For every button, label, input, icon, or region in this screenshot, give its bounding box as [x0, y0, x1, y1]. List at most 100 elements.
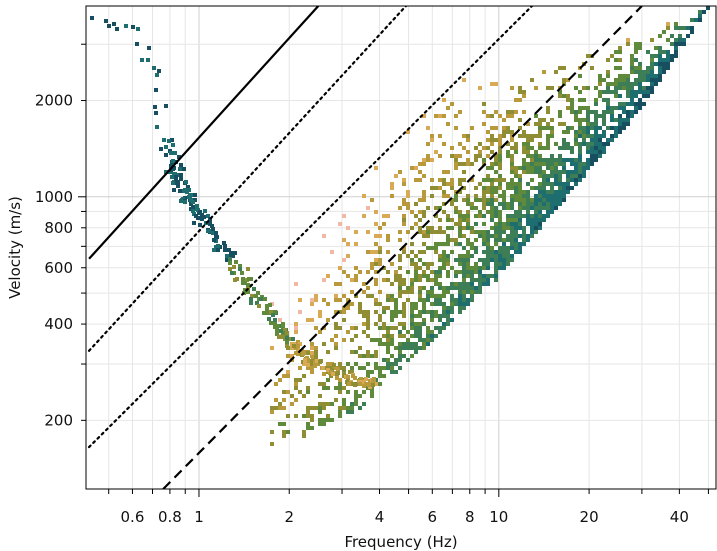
heatmap-cell [306, 318, 310, 322]
heatmap-cell [276, 324, 280, 328]
heatmap-cell [228, 261, 232, 265]
heatmap-cell [466, 222, 470, 226]
heatmap-cell [614, 58, 618, 62]
heatmap-cell [348, 370, 352, 374]
heatmap-cell [538, 214, 542, 218]
heatmap-cell [438, 298, 442, 302]
heatmap-cell [482, 110, 486, 114]
heatmap-cell [358, 302, 362, 306]
heatmap-cell [498, 202, 502, 206]
heatmap-cell [554, 158, 558, 162]
heatmap-cell [478, 198, 482, 202]
heatmap-cell [494, 262, 498, 266]
heatmap-cell [157, 69, 161, 73]
heatmap-cell [174, 175, 178, 179]
heatmap-cell [240, 271, 244, 275]
heatmap-cell [530, 154, 534, 158]
heatmap-cell [442, 178, 446, 182]
heatmap-cell [522, 214, 526, 218]
heatmap-cell [638, 78, 642, 82]
heatmap-cell [502, 238, 506, 242]
heatmap-cell [554, 202, 558, 206]
heatmap-cell [294, 330, 298, 334]
heatmap-cell [434, 114, 438, 118]
heatmap-cell [390, 298, 394, 302]
heatmap-cell [430, 158, 434, 162]
heatmap-cell [574, 86, 578, 90]
heatmap-cell [225, 258, 229, 262]
heatmap-cell [450, 146, 454, 150]
heatmap-cell [434, 278, 438, 282]
heatmap-cell [474, 198, 478, 202]
heatmap-cell [386, 306, 390, 310]
heatmap-cell [454, 162, 458, 166]
heatmap-cell [374, 242, 378, 246]
heatmap-cell [602, 122, 606, 126]
heatmap-cell [506, 214, 510, 218]
heatmap-cell [570, 170, 574, 174]
heatmap-cell [490, 234, 494, 238]
heatmap-cell [442, 310, 446, 314]
heatmap-cell [450, 250, 454, 254]
heatmap-cell [338, 310, 342, 314]
heatmap-cell [246, 283, 250, 287]
heatmap-cell [298, 366, 302, 370]
heatmap-cell [518, 182, 522, 186]
heatmap-cell [418, 322, 422, 326]
heatmap-cell [238, 264, 242, 268]
heatmap-cell [638, 62, 642, 66]
heatmap-cell [342, 402, 346, 406]
heatmap-cell [502, 134, 506, 138]
heatmap-cell [558, 170, 562, 174]
heatmap-cell [466, 286, 470, 290]
heatmap-cell [454, 190, 458, 194]
heatmap-cell [622, 118, 626, 122]
heatmap-cell [426, 206, 430, 210]
heatmap-cell [482, 234, 486, 238]
heatmap-cell [458, 182, 462, 186]
heatmap-cell [662, 62, 666, 66]
heatmap-cell [438, 134, 442, 138]
heatmap-cell [466, 274, 470, 278]
heatmap-cell [446, 218, 450, 222]
heatmap-cell [634, 46, 638, 50]
heatmap-cell [269, 321, 273, 325]
heatmap-cell [490, 162, 494, 166]
heatmap-cell [658, 78, 662, 82]
heatmap-cell [310, 366, 314, 370]
heatmap-cell [526, 154, 530, 158]
heatmap-cell [702, 10, 706, 14]
heatmap-cell [271, 313, 275, 317]
heatmap-cell [514, 170, 518, 174]
reference-lines [87, 6, 643, 489]
heatmap-cell [450, 282, 454, 286]
heatmap-cell [638, 46, 642, 50]
heatmap-cell [490, 186, 494, 190]
heatmap-cell [406, 202, 410, 206]
heatmap-cell [534, 202, 538, 206]
heatmap-cell [386, 270, 390, 274]
heatmap-cell [370, 266, 374, 270]
heatmap-cell [490, 206, 494, 210]
heatmap-cell [506, 202, 510, 206]
heatmap-cell [542, 218, 546, 222]
heatmap-cell [386, 342, 390, 346]
heatmap-cell [562, 186, 566, 190]
heatmap-cell [350, 326, 354, 330]
heatmap-cell [342, 306, 346, 310]
heatmap-cell [526, 190, 530, 194]
heatmap-cell [586, 146, 590, 150]
heatmap-cell [470, 178, 474, 182]
heatmap-cell [374, 322, 378, 326]
heatmap-cell [353, 383, 357, 387]
heatmap-cell [285, 336, 289, 340]
heatmap-cell [494, 138, 498, 142]
heatmap-cell [598, 146, 602, 150]
heatmap-cell [414, 262, 418, 266]
heatmap-cell [378, 246, 382, 250]
heatmap-cell [474, 246, 478, 250]
heatmap-cell [171, 181, 175, 185]
heatmap-cell [494, 186, 498, 190]
heatmap-cell [350, 278, 354, 282]
heatmap-cell [518, 90, 522, 94]
